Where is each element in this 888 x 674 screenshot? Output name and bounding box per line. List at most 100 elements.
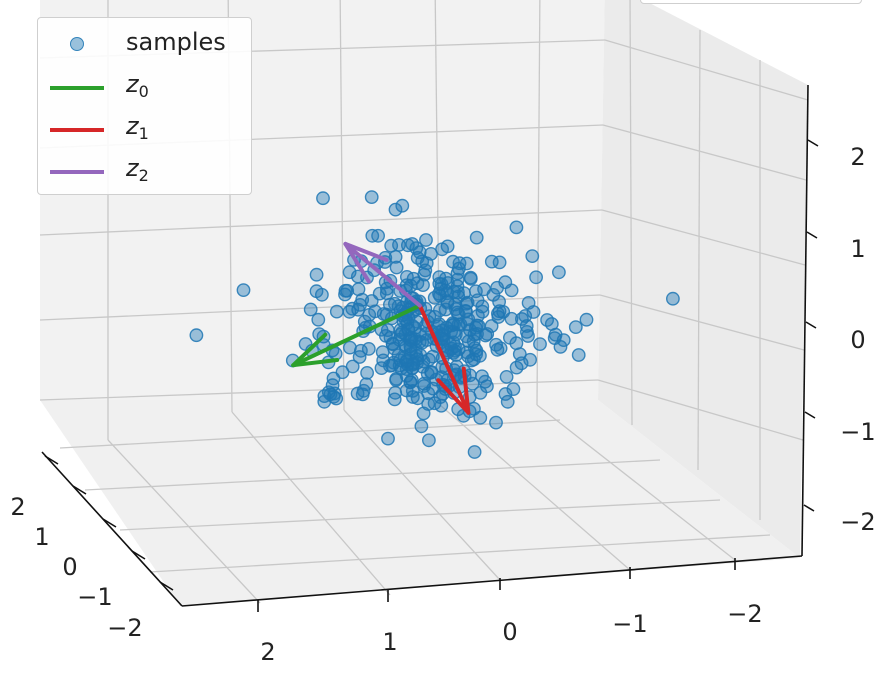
sample-point [526, 305, 541, 319]
sample-point [504, 311, 519, 326]
sample-point [401, 322, 415, 337]
sample-point [540, 313, 554, 327]
vector-z1 [417, 303, 471, 415]
sample-point [379, 286, 394, 301]
sample-point [338, 283, 353, 298]
sample-point [345, 301, 360, 316]
legend-box-partial [640, 0, 862, 4]
sample-point [404, 330, 419, 345]
vector-z0-arrowhead [291, 332, 340, 368]
legend-label: z1 [126, 112, 149, 143]
x-axis-tick-label: 1 [382, 628, 397, 656]
legend: samples z0 z1 z2 [37, 17, 252, 195]
sample-point [459, 329, 474, 344]
sample-point [329, 304, 344, 319]
sample-point [388, 202, 403, 217]
sample-point [236, 283, 251, 297]
sample-point [342, 265, 357, 280]
sample-point [500, 394, 515, 409]
sample-point [361, 341, 376, 356]
legend-line-z2 [50, 170, 104, 174]
sample-point [466, 334, 481, 349]
sample-point [509, 220, 524, 235]
sample-point [387, 296, 402, 311]
sample-point [392, 358, 407, 373]
y-axis-tick-label: 0 [62, 553, 77, 581]
sample-point [579, 312, 594, 327]
legend-item-z1: z1 [38, 108, 253, 148]
z-axis-tick-label: 2 [850, 143, 865, 171]
sample-point [484, 319, 499, 333]
sample-point [405, 237, 420, 251]
sample-point [359, 377, 374, 392]
sample-point [400, 353, 414, 368]
sample-point [406, 271, 421, 286]
sample-points [189, 190, 680, 459]
legend-item-samples: samples [38, 24, 253, 64]
sample-point [335, 365, 350, 380]
sample-point [489, 415, 503, 430]
vector-z2-arrowhead [343, 241, 389, 284]
sample-point [448, 297, 462, 312]
sample-point [498, 387, 513, 401]
sample-point [514, 356, 529, 371]
sample-point [489, 337, 503, 352]
floor-pane [40, 400, 800, 606]
sample-point [412, 334, 427, 349]
sample-point [469, 230, 484, 245]
z-axis-tick-label: 0 [850, 326, 865, 354]
sample-point [459, 256, 474, 271]
sample-point [189, 328, 204, 343]
sample-point [368, 304, 382, 319]
right-pane [598, 0, 808, 558]
sample-point [499, 369, 514, 384]
x-axis-tick-label: −2 [727, 600, 762, 628]
sample-point [478, 374, 492, 389]
sample-point [311, 312, 326, 327]
sample-point [389, 260, 404, 275]
sample-point [379, 281, 394, 296]
component-vectors [291, 241, 471, 415]
legend-label: z2 [126, 154, 149, 185]
sample-point [382, 358, 397, 373]
sample-point [303, 302, 318, 317]
sample-point [469, 318, 484, 333]
z-axis-tick-label: −1 [840, 418, 875, 446]
sample-point [666, 291, 680, 306]
y-axis-tick-labels: 210−1 −2 [10, 493, 142, 642]
z-axis-tick-labels: 2 1 0 −1 −2 [840, 143, 875, 536]
sample-point [421, 352, 436, 367]
sample-point [467, 445, 482, 459]
sample-point [446, 284, 461, 299]
sample-point [381, 431, 395, 446]
sample-point [450, 266, 465, 281]
sample-point [372, 286, 387, 301]
sample-point [515, 312, 529, 326]
sample-point [568, 320, 583, 334]
y-axis-tick-label: 2 [10, 493, 25, 521]
y-axis-tick-label: 1 [34, 523, 49, 551]
legend-label: samples [126, 28, 226, 56]
sample-point [405, 390, 420, 404]
sample-point [463, 270, 478, 285]
sample-point [533, 337, 547, 351]
x-axis-tick-labels: 2 1 0 −1 −2 [260, 600, 762, 666]
legend-line-z0 [50, 86, 104, 90]
sample-point [420, 366, 435, 381]
sample-point [409, 314, 424, 329]
sample-point [523, 352, 537, 367]
sample-point [451, 342, 466, 357]
legend-marker-samples [70, 37, 84, 51]
sample-point [418, 263, 433, 278]
sample-point [447, 325, 461, 340]
legend-item-z0: z0 [38, 66, 253, 106]
tick-marks [44, 139, 819, 612]
legend-line-z1 [50, 128, 104, 132]
sample-point [452, 256, 467, 271]
vector-z1-arrowhead [436, 366, 471, 415]
sample-point [389, 373, 403, 387]
sample-point [403, 341, 418, 356]
sample-point [316, 191, 330, 206]
sample-point [484, 254, 499, 269]
